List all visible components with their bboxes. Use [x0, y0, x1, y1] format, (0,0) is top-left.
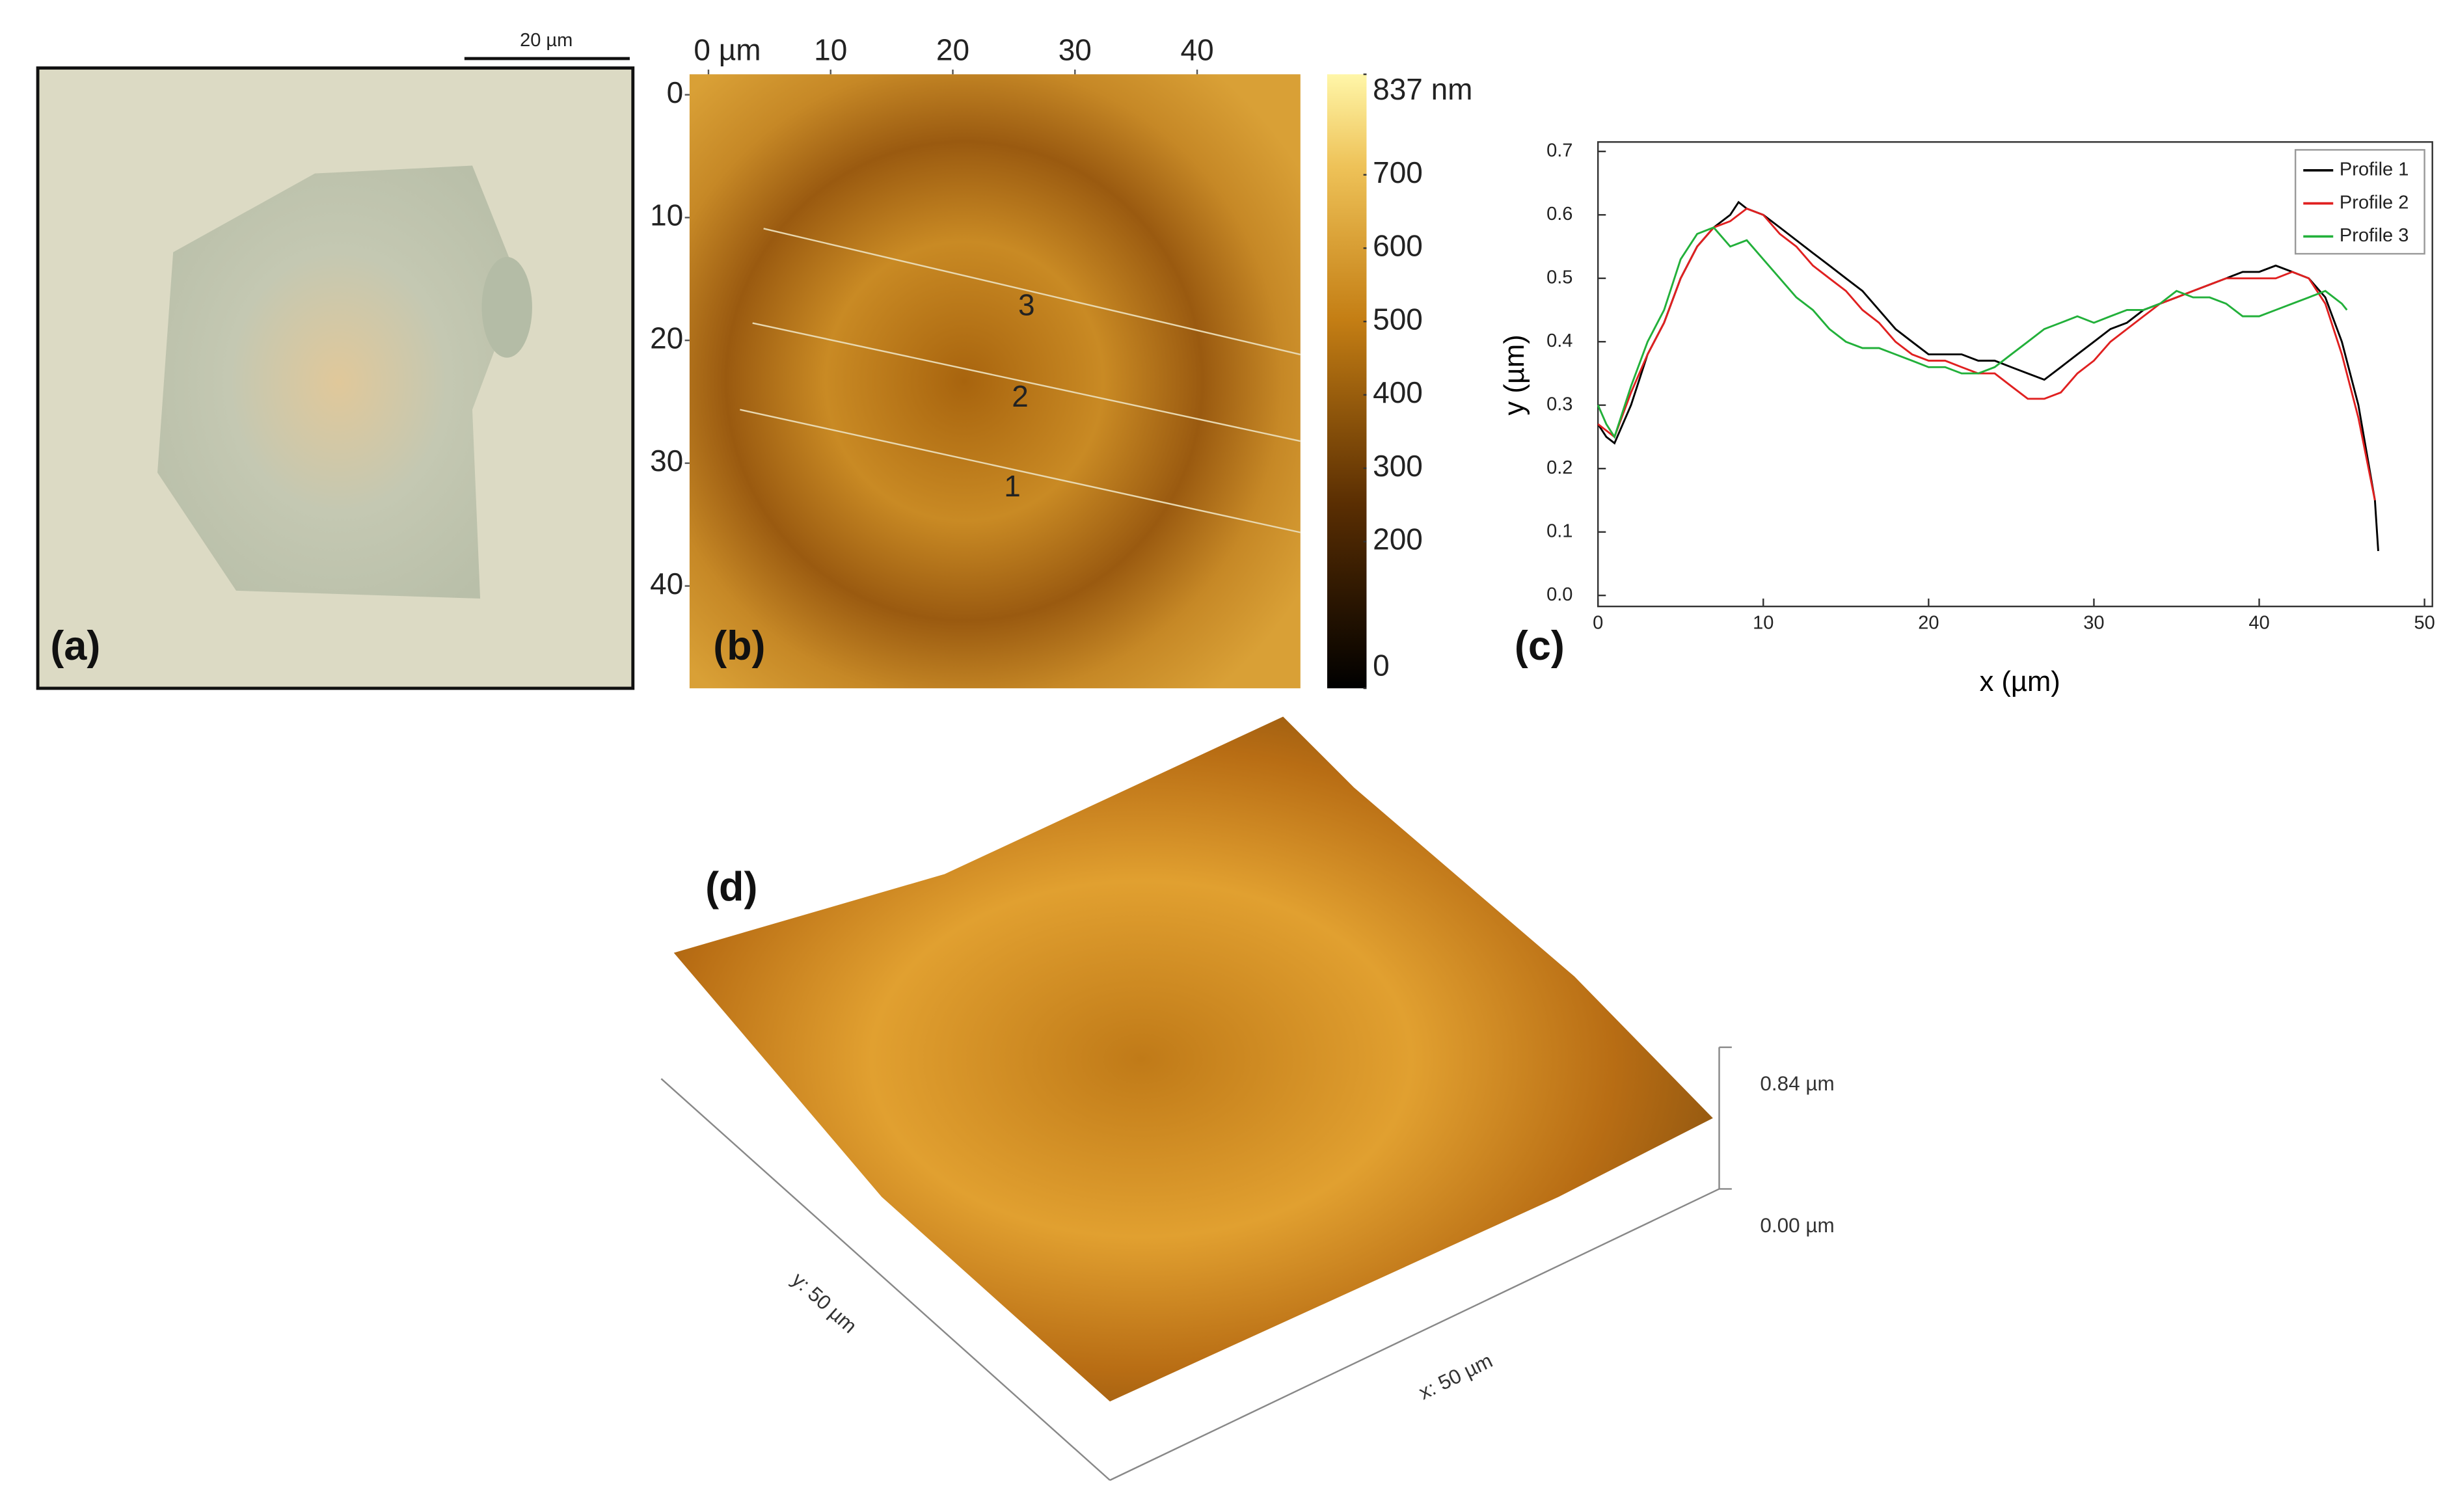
colorbar-label: 700 — [1373, 155, 1423, 189]
plot-frame — [1597, 141, 2433, 608]
line-series — [1597, 226, 2348, 439]
crystal-fragment — [481, 256, 532, 358]
y-tick-label: 0.4 — [1546, 331, 1572, 351]
x-tick-label: 50 — [2414, 612, 2435, 633]
x-tick-label: 40 — [1181, 33, 1214, 66]
y-tick-label: 0.1 — [1546, 520, 1572, 541]
x-axis-label: x (µm) — [1980, 666, 2060, 697]
x-tick-label: 20 — [936, 33, 969, 66]
y-tick-label: 20 — [650, 321, 683, 355]
x-tick-label: 30 — [1059, 33, 1092, 66]
y-tick-label: 40 — [650, 567, 683, 601]
x-tick-label: 10 — [814, 33, 847, 66]
colorbar-label: 837 nm — [1373, 72, 1472, 106]
colorbar-label: 500 — [1373, 302, 1423, 336]
z-tick-label: 0.84 µm — [1760, 1072, 1834, 1095]
profile-label: 1 — [1004, 469, 1021, 503]
panel-label: (a) — [50, 623, 100, 669]
surface-axes — [660, 1078, 1720, 1481]
y-tick-label: 0.2 — [1546, 457, 1572, 478]
colorbar-label: 300 — [1373, 449, 1423, 483]
x-tick-label: 30 — [2083, 612, 2104, 633]
y-tick-label: 0.0 — [1546, 584, 1572, 605]
line-series — [1597, 207, 2376, 501]
line-series — [1597, 200, 2379, 552]
x-tick-label: 0 — [1593, 612, 1603, 633]
x-tick-label: 10 — [1753, 612, 1774, 633]
afm-image — [689, 74, 1301, 688]
y-axis-label: y: 50 µm — [787, 1268, 861, 1338]
crystal — [157, 165, 520, 599]
y-axis-label: y (µm) — [1499, 334, 1530, 415]
panel-label: (c) — [1515, 623, 1565, 669]
profile-label: 3 — [1018, 288, 1035, 321]
colorbar-label: 200 — [1373, 522, 1423, 556]
x-tick-label: 20 — [1918, 612, 1939, 633]
y-tick-label: 0.5 — [1546, 267, 1572, 288]
colorbar-label: 400 — [1373, 375, 1423, 409]
profile-line — [752, 322, 1301, 442]
y-tick-label: 0.7 — [1546, 140, 1572, 161]
y-tick-label: 10 — [650, 198, 683, 232]
y-tick-label: 30 — [650, 444, 683, 478]
colorbar-label: 600 — [1373, 229, 1423, 263]
colorbar-label: 0 — [1373, 649, 1390, 682]
profile-line — [763, 228, 1301, 356]
legend-label: Profile 1 — [2340, 159, 2409, 180]
colorbar — [1327, 74, 1367, 688]
x-tick-label: 40 — [2248, 612, 2269, 633]
legend-label: Profile 2 — [2340, 192, 2409, 213]
profile-line — [740, 409, 1301, 533]
x-axis-label: x: 50 µm — [1415, 1349, 1496, 1405]
y-tick-label: 0 — [667, 75, 684, 109]
panel-label: (b) — [713, 623, 765, 669]
profile-label: 2 — [1012, 379, 1029, 413]
z-tick-label: 0.00 µm — [1760, 1214, 1834, 1237]
y-tick-label: 0.6 — [1546, 204, 1572, 224]
y-tick-label: 0.3 — [1546, 394, 1572, 414]
panel-label: (d) — [705, 864, 757, 910]
x-tick-label: 0 µm — [694, 33, 761, 66]
surface-plot — [673, 716, 1713, 1402]
scale-bar-label: 20 µm — [520, 30, 573, 51]
legend-label: Profile 3 — [2340, 225, 2409, 246]
